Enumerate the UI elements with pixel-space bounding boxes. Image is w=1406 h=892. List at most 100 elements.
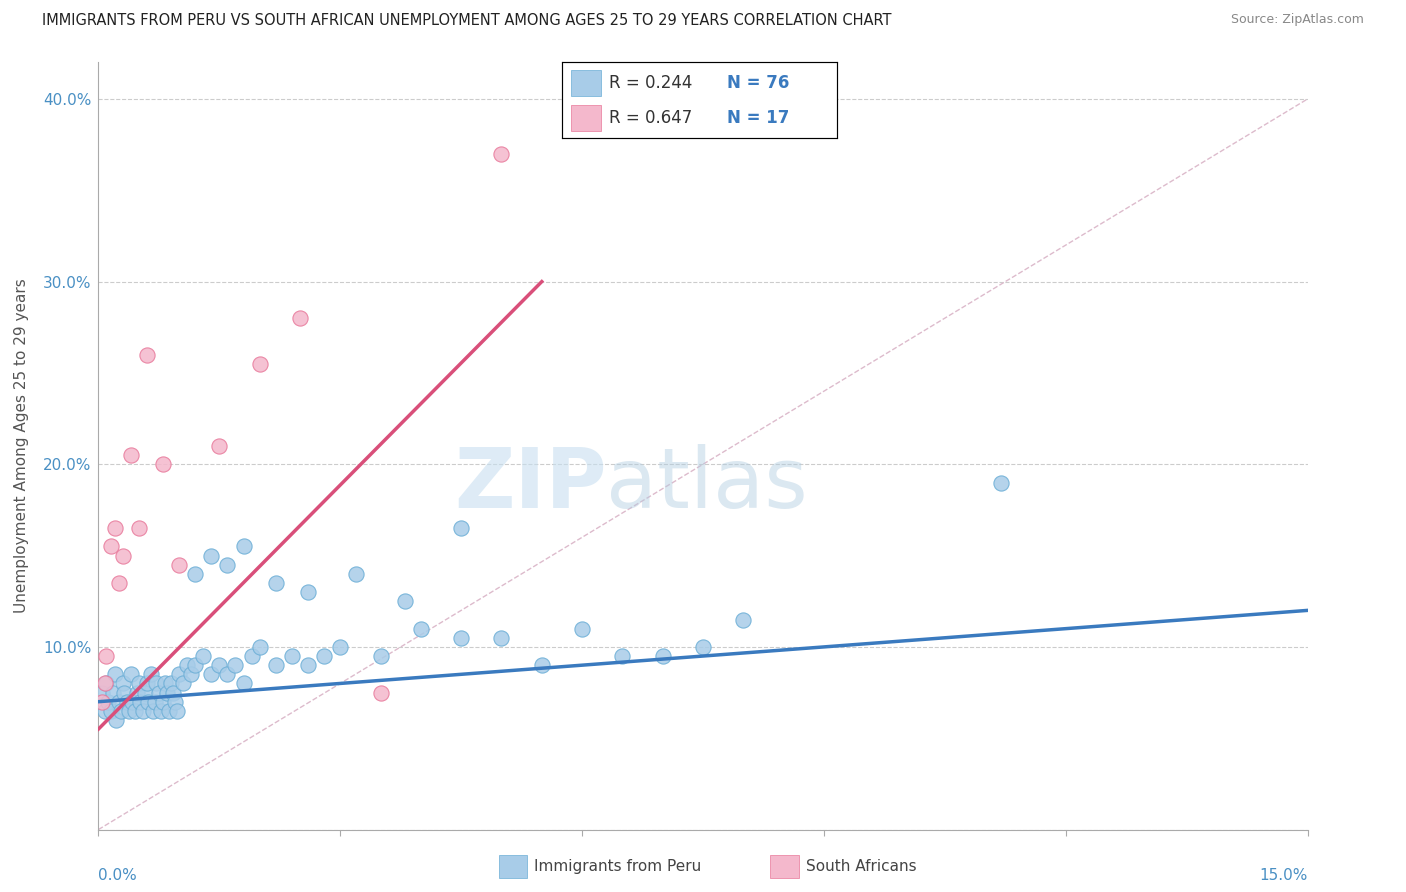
Point [138,695,160,709]
Point [156,685,179,699]
Point [370,685,392,699]
Point [240,648,263,663]
Point [97,695,120,709]
Point [103,667,125,681]
Point [111,676,134,690]
Point [571,622,593,636]
Point [111,549,134,563]
FancyBboxPatch shape [571,70,600,95]
Point [692,640,714,654]
Text: N = 76: N = 76 [727,74,789,92]
Point [120,448,142,462]
Point [143,695,166,709]
Point [112,685,135,699]
Point [132,704,155,718]
FancyBboxPatch shape [571,105,600,130]
Point [232,676,254,690]
Point [264,576,287,591]
Point [176,658,198,673]
Point [651,648,673,663]
Point [217,667,239,681]
Point [166,704,188,718]
Point [184,658,207,673]
Point [124,704,146,718]
Text: 0.0%: 0.0% [98,869,138,883]
Point [157,704,180,718]
Point [249,640,271,654]
Point [127,685,149,699]
Point [148,685,170,699]
Point [100,704,122,718]
Text: ZIP: ZIP [454,444,606,524]
Point [120,667,142,681]
Y-axis label: Unemployment Among Ages 25 to 29 years: Unemployment Among Ages 25 to 29 years [14,278,30,614]
Text: R = 0.244: R = 0.244 [609,74,692,92]
Point [208,439,231,453]
Point [107,576,129,591]
Point [150,704,173,718]
Point [135,676,157,690]
Text: IMMIGRANTS FROM PERU VS SOUTH AFRICAN UNEMPLOYMENT AMONG AGES 25 TO 29 YEARS COR: IMMIGRANTS FROM PERU VS SOUTH AFRICAN UN… [42,13,891,29]
Point [200,549,222,563]
Point [264,658,287,673]
Text: atlas: atlas [606,444,808,524]
Point [160,676,183,690]
Point [232,540,254,554]
Point [224,658,246,673]
Point [91,695,114,709]
Text: R = 0.647: R = 0.647 [609,109,692,127]
Point [281,648,304,663]
Point [118,704,141,718]
Point [167,667,190,681]
Point [180,667,202,681]
Point [135,348,157,362]
Point [450,631,472,645]
Point [612,648,634,663]
Point [152,457,174,471]
Point [107,695,129,709]
Point [101,685,124,699]
Point [163,695,186,709]
Point [142,704,165,718]
Point [200,667,222,681]
Point [329,640,352,654]
Text: N = 17: N = 17 [727,109,789,127]
Point [96,676,118,690]
Point [217,558,239,572]
Point [153,676,176,690]
Point [208,658,231,673]
Point [152,695,174,709]
Point [344,566,367,581]
Point [94,704,117,718]
Point [100,540,122,554]
Point [105,713,128,727]
Point [491,631,513,645]
Point [115,695,138,709]
Point [990,475,1012,490]
Point [121,695,143,709]
Text: Immigrants from Peru: Immigrants from Peru [534,859,702,873]
Point [145,676,167,690]
Text: 15.0%: 15.0% [1260,869,1308,883]
Text: South Africans: South Africans [806,859,917,873]
Point [314,648,336,663]
Point [733,613,755,627]
Text: Source: ZipAtlas.com: Source: ZipAtlas.com [1230,13,1364,27]
Point [193,648,215,663]
Point [129,695,152,709]
Point [139,667,162,681]
Point [450,521,472,535]
Point [128,521,150,535]
Point [370,648,392,663]
Point [249,357,271,371]
Point [297,585,319,599]
Point [94,676,117,690]
Point [128,676,150,690]
Point [96,648,118,663]
Point [409,622,432,636]
Point [491,146,513,161]
Point [394,594,416,608]
Point [172,676,194,690]
Point [103,521,125,535]
Point [162,685,184,699]
